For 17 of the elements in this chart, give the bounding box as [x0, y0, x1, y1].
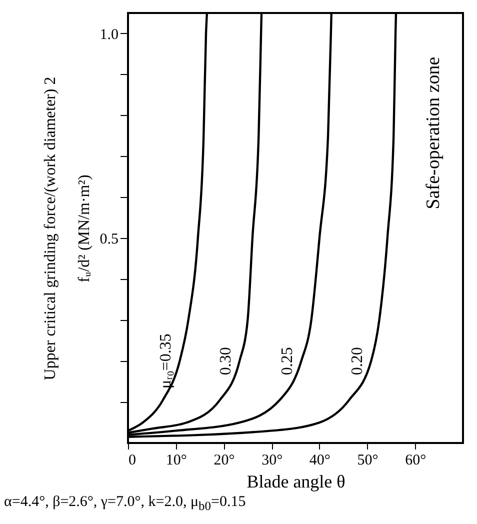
text: μᵣ₀=0.35 [158, 334, 175, 389]
text: 0.30 [218, 347, 235, 376]
annotation: Safe-operation zone [423, 56, 444, 210]
y-tick-label: 0.5 [100, 232, 118, 248]
text: 0.25 [279, 347, 296, 376]
x-tick-label: 0 [128, 452, 136, 468]
y-tick-label: 1.0 [100, 26, 118, 43]
x-axis-title: Blade angle θ [246, 472, 346, 492]
x-tick-label: 20° [214, 452, 235, 468]
text: α=4.4°, β=2.6°, γ=7.0°, k=2.0, μ$_{b0}$=0.15 [4, 494, 246, 514]
x-tick-label: 10° [166, 452, 187, 468]
x-tick-label: 60° [405, 452, 426, 468]
x-tick-label: 30° [262, 452, 283, 468]
text: 0.20 [349, 347, 366, 376]
x-tick-label: 50° [357, 452, 378, 468]
x-tick-label: 40° [309, 452, 330, 468]
y-axis-title: Upper critical grinding force/(work diameter) 2 fᵤ/d² (MN/m·m²) [42, 76, 93, 380]
